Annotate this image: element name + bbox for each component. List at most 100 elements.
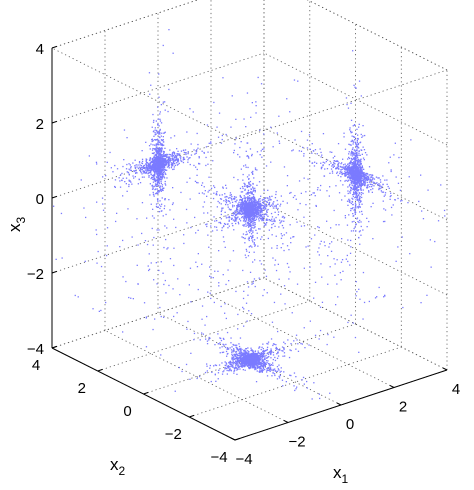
data-point xyxy=(164,183,166,185)
data-point xyxy=(276,353,278,355)
data-point xyxy=(129,180,131,182)
data-point xyxy=(157,123,159,125)
data-point xyxy=(354,189,356,191)
data-point xyxy=(173,218,175,220)
data-point xyxy=(204,371,207,374)
data-point xyxy=(335,160,337,162)
data-point xyxy=(232,219,234,221)
data-point xyxy=(254,366,256,368)
data-point xyxy=(231,199,233,201)
data-point xyxy=(241,236,243,238)
data-point xyxy=(271,351,273,353)
data-point xyxy=(157,173,159,175)
data-point xyxy=(280,203,282,205)
data-point xyxy=(252,201,254,204)
data-point xyxy=(354,160,356,162)
data-point xyxy=(244,215,246,217)
data-point xyxy=(261,352,263,355)
data-point xyxy=(242,362,244,365)
data-point xyxy=(154,165,156,167)
data-point xyxy=(250,116,252,118)
data-point xyxy=(240,202,242,204)
data-point xyxy=(261,365,263,367)
data-point xyxy=(156,150,158,152)
data-point xyxy=(161,143,163,145)
data-point xyxy=(149,183,151,185)
data-point xyxy=(133,170,135,173)
data-point xyxy=(225,195,227,198)
data-point xyxy=(243,218,245,220)
data-point xyxy=(237,357,239,359)
data-point xyxy=(359,201,362,203)
data-point xyxy=(250,356,253,358)
data-point xyxy=(254,219,257,221)
data-point xyxy=(263,204,265,207)
data-point xyxy=(260,83,263,85)
data-point xyxy=(226,223,228,225)
data-point xyxy=(154,188,156,191)
data-point xyxy=(256,151,259,153)
data-point xyxy=(240,210,243,212)
data-point xyxy=(255,357,257,359)
data-point xyxy=(187,153,189,155)
data-point xyxy=(237,358,240,360)
data-point xyxy=(155,205,158,208)
data-point xyxy=(154,131,156,134)
data-point xyxy=(129,164,131,166)
data-point xyxy=(231,217,233,219)
data-point xyxy=(236,365,239,367)
data-point xyxy=(225,187,228,189)
data-point xyxy=(250,190,252,193)
data-point xyxy=(248,310,250,312)
data-point xyxy=(157,198,159,200)
data-point xyxy=(245,209,247,211)
data-point xyxy=(159,168,161,170)
data-point xyxy=(237,221,239,223)
data-point xyxy=(270,357,272,359)
data-point xyxy=(197,147,199,149)
data-point xyxy=(255,199,257,201)
data-point xyxy=(350,130,352,132)
data-point xyxy=(161,177,163,179)
data-point xyxy=(252,186,254,188)
data-point xyxy=(268,351,270,353)
data-point xyxy=(236,347,238,350)
data-point xyxy=(314,234,316,236)
data-point xyxy=(262,207,265,209)
data-point xyxy=(277,203,279,205)
data-point xyxy=(354,336,357,339)
data-point xyxy=(159,200,161,202)
data-point xyxy=(249,231,251,234)
data-point xyxy=(190,154,193,156)
data-point xyxy=(174,156,177,158)
data-point xyxy=(173,264,175,267)
data-point xyxy=(300,342,302,345)
data-point xyxy=(159,157,161,159)
data-point xyxy=(274,197,277,199)
data-point xyxy=(268,229,270,231)
data-point xyxy=(235,355,237,357)
data-point xyxy=(223,200,225,202)
data-point xyxy=(157,141,159,143)
data-point xyxy=(274,220,276,222)
data-point xyxy=(249,197,251,199)
data-point xyxy=(242,365,244,367)
data-point xyxy=(352,147,354,149)
data-point xyxy=(348,201,351,203)
data-point xyxy=(156,283,158,285)
data-point xyxy=(162,155,165,157)
data-point xyxy=(362,157,365,159)
data-point xyxy=(160,164,163,167)
data-point xyxy=(156,159,158,161)
data-point xyxy=(272,369,274,371)
data-point xyxy=(160,205,162,207)
data-point xyxy=(261,209,263,212)
data-point xyxy=(152,193,155,195)
data-point xyxy=(157,200,159,202)
data-point xyxy=(166,248,168,250)
data-point xyxy=(152,147,154,150)
data-point xyxy=(252,360,254,362)
data-point xyxy=(157,149,159,152)
data-point xyxy=(332,157,334,159)
data-point xyxy=(282,355,284,357)
